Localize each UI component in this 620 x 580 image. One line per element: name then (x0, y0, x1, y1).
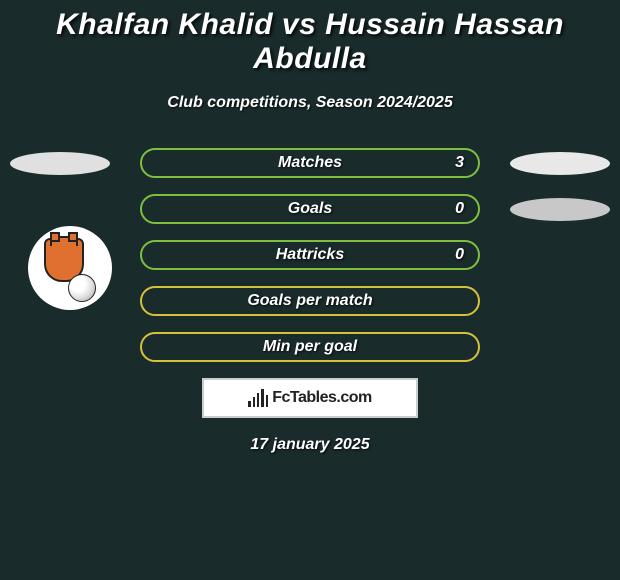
stat-row-goals-per-match: Goals per match (140, 286, 480, 316)
stat-row-hattricks: Hattricks 0 (140, 240, 480, 270)
branding-text: FcTables.com (272, 389, 372, 407)
stat-label: Min per goal (263, 338, 357, 356)
page-title: Khalfan Khalid vs Hussain Hassan Abdulla (0, 0, 620, 76)
stats-area: Matches 3 Goals 0 Hattricks 0 Goals per … (0, 148, 620, 454)
stat-value: 0 (455, 200, 464, 218)
comparison-card: Khalfan Khalid vs Hussain Hassan Abdulla… (0, 0, 620, 580)
stat-label: Matches (278, 154, 342, 172)
stat-label: Goals (288, 200, 332, 218)
stat-value: 0 (455, 246, 464, 264)
stat-label: Hattricks (276, 246, 344, 264)
club-badge-graphic (40, 238, 100, 298)
stat-value: 3 (455, 154, 464, 172)
player-right-oval-2 (510, 198, 610, 221)
stats-rows: Matches 3 Goals 0 Hattricks 0 Goals per … (140, 148, 480, 362)
player-right-oval-1 (510, 152, 610, 175)
stat-row-goals: Goals 0 (140, 194, 480, 224)
bars-icon (248, 389, 268, 407)
stat-row-matches: Matches 3 (140, 148, 480, 178)
branding-box[interactable]: FcTables.com (202, 378, 418, 418)
player-left-oval (10, 152, 110, 175)
club-badge (28, 226, 112, 310)
footer-date: 17 january 2025 (0, 436, 620, 454)
stat-label: Goals per match (247, 292, 372, 310)
page-subtitle: Club competitions, Season 2024/2025 (0, 94, 620, 112)
badge-ball-icon (68, 274, 96, 302)
badge-castle-icon (50, 236, 78, 246)
stat-row-min-per-goal: Min per goal (140, 332, 480, 362)
